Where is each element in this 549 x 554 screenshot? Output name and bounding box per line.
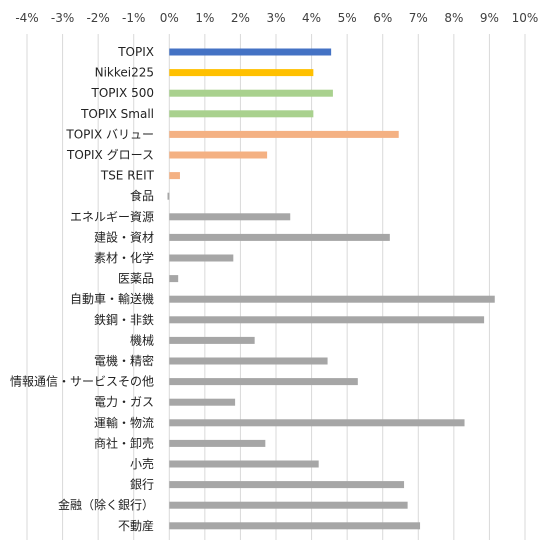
bar	[169, 254, 234, 262]
x-tick-label: -1%	[122, 11, 145, 25]
x-tick-label: -3%	[51, 11, 74, 25]
bar	[169, 336, 255, 344]
gridlines	[26, 34, 526, 540]
bar	[169, 69, 314, 77]
bar	[169, 213, 291, 221]
category-label: 自動車・輸送機	[70, 291, 154, 306]
bar	[169, 110, 314, 118]
category-label: 運輸・物流	[94, 415, 154, 430]
x-tick-label: -2%	[86, 11, 109, 25]
category-label: 食品	[130, 188, 154, 203]
category-label: TOPIX バリュー	[65, 127, 154, 141]
bar	[167, 192, 170, 200]
category-label: 素材・化学	[94, 250, 154, 265]
category-label: TOPIX	[117, 45, 154, 59]
x-tick-label: 10%	[512, 11, 539, 25]
category-label: エネルギー資源	[70, 210, 154, 224]
bar	[169, 398, 236, 406]
category-label: 電機・精密	[94, 353, 154, 368]
bar	[169, 172, 180, 180]
category-label: TSE REIT	[100, 169, 155, 183]
x-tick-label: 5%	[338, 11, 357, 25]
x-tick-label: 3%	[266, 11, 285, 25]
category-label: 商社・卸売	[94, 435, 154, 450]
x-axis-ticks: -4% -3% -2% -1% 0% 1% 2% 3% 4% 5% 6% 7% 8% 9% 10%	[15, 11, 538, 25]
x-tick-label: 4%	[302, 11, 321, 25]
bar	[169, 316, 485, 324]
x-tick-label: 0%	[160, 11, 179, 25]
bar	[169, 130, 399, 138]
x-tick-label: 9%	[480, 11, 499, 25]
bar	[169, 378, 358, 386]
category-labels: TOPIX Nikkei225 TOPIX 500 TOPIX Small TOPIX …	[10, 45, 155, 533]
category-label: 電力・ガス	[94, 395, 154, 409]
category-label: 機械	[130, 332, 154, 347]
category-label: TOPIX 500	[91, 86, 155, 100]
bars	[167, 48, 495, 530]
category-label: TOPIX Small	[80, 107, 154, 121]
category-label: 医薬品	[118, 272, 154, 286]
bar	[169, 481, 405, 489]
x-tick-label: 6%	[373, 11, 392, 25]
bar	[169, 233, 390, 241]
bar	[169, 419, 465, 427]
bar	[169, 275, 179, 283]
category-label: 鉄鋼・非鉄	[94, 312, 154, 327]
category-label: 金融（除く銀行）	[58, 497, 154, 512]
x-tick-label: 7%	[409, 11, 428, 25]
category-label: 銀行	[130, 478, 154, 492]
category-label: 建設・資材	[94, 229, 154, 244]
bar	[169, 295, 495, 303]
x-tick-label: 2%	[231, 11, 250, 25]
bar	[169, 357, 328, 365]
x-tick-label: -4%	[15, 11, 38, 25]
category-label: 不動産	[118, 518, 154, 533]
bar	[169, 151, 268, 159]
bar	[169, 522, 421, 530]
bar	[169, 460, 319, 468]
category-label: Nikkei225	[95, 66, 154, 80]
bar	[169, 89, 333, 97]
bar	[169, 501, 408, 509]
category-label: 情報通信・サービスその他	[10, 375, 154, 389]
x-tick-label: 8%	[444, 11, 463, 25]
bar	[169, 439, 266, 447]
bar	[169, 48, 332, 56]
category-label: TOPIX グロース	[66, 148, 154, 162]
category-label: 小売	[130, 456, 154, 471]
x-tick-label: 1%	[195, 11, 214, 25]
